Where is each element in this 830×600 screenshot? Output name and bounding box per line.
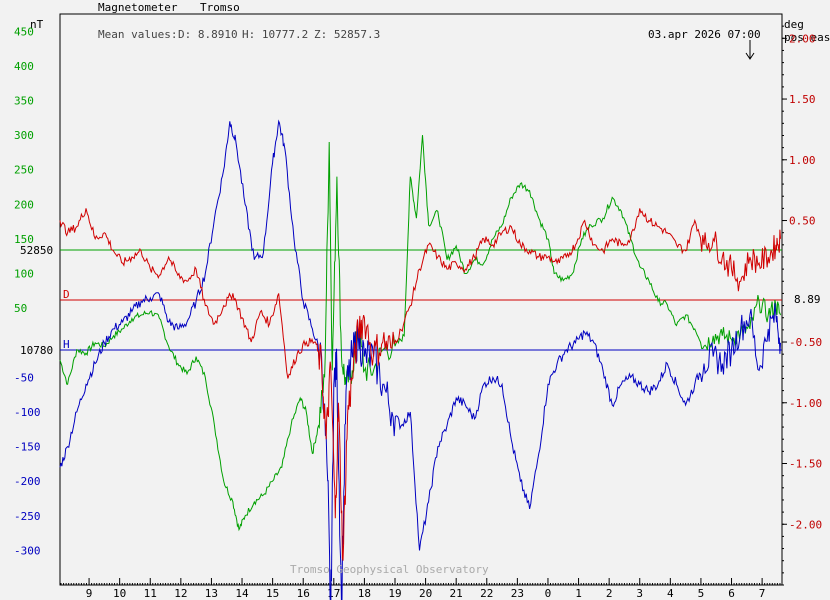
mean-h-value: H: 10777.2	[242, 28, 308, 41]
right-tick-label: -2.00	[789, 518, 822, 531]
now-arrow-icon	[745, 40, 755, 60]
x-tick-label: 16	[297, 587, 310, 600]
left-tick-label-green: 50	[14, 302, 27, 315]
observatory-watermark: Tromso Geophysical Observatory	[290, 563, 489, 576]
left-tick-label-green: 250	[14, 164, 34, 177]
left-tick-label-green: 450	[14, 25, 34, 38]
timestamp-label: 03.apr 2026 07:00	[648, 28, 761, 41]
mean-z-value: Z: 52857.3	[314, 28, 380, 41]
right-tick-label: 0.50	[789, 215, 816, 228]
left-tick-label-green: 350	[14, 95, 34, 108]
x-tick-label: 23	[511, 587, 524, 600]
station-label: Tromso	[200, 1, 240, 14]
x-tick-label: 13	[205, 587, 218, 600]
x-tick-label: 22	[480, 587, 493, 600]
left-tick-label-blue: -300	[14, 544, 41, 557]
instrument-label: Magnetometer	[98, 1, 178, 14]
x-tick-label: 15	[266, 587, 279, 600]
series-line-z	[59, 135, 781, 532]
left-unit-label: nT	[30, 18, 44, 31]
d-marker: D	[63, 288, 70, 301]
right-tick-label: -1.50	[789, 458, 822, 471]
x-tick-label: 2	[606, 587, 613, 600]
x-tick-label: 18	[358, 587, 371, 600]
right-tick-label: -0.50	[789, 336, 822, 349]
right-tick-label: 1.50	[789, 93, 816, 106]
x-tick-label: 1	[575, 587, 582, 600]
mean-values-label: Mean values:	[98, 28, 177, 41]
left-tick-label-blue: -250	[14, 510, 41, 523]
x-tick-label: 0	[545, 587, 552, 600]
h-marker: H	[63, 338, 70, 351]
left-tick-label-green: 400	[14, 60, 34, 73]
right-unit-label-2: pos east	[784, 31, 830, 44]
x-tick-label: 10	[113, 587, 126, 600]
right-unit-label: deg	[784, 18, 804, 31]
left-tick-label-green: 200	[14, 198, 34, 211]
x-tick-label: 12	[174, 587, 187, 600]
left-tick-label-green: 300	[14, 129, 34, 142]
x-tick-label: 14	[235, 587, 249, 600]
left-tick-label-blue: -100	[14, 406, 41, 419]
right-tick-label: 2.00	[789, 32, 816, 45]
x-tick-label: 11	[144, 587, 157, 600]
right-tick-label: 1.00	[789, 154, 816, 167]
left-tick-label-blue: -200	[14, 475, 41, 488]
d-baseline-label: 8.89	[794, 293, 821, 306]
x-tick-label: 17	[327, 587, 340, 600]
right-tick-label: -1.00	[789, 397, 822, 410]
h-baseline-label: 10780	[20, 344, 53, 357]
x-tick-label: 4	[667, 587, 674, 600]
left-tick-label-green: 150	[14, 233, 34, 246]
x-tick-label: 21	[450, 587, 463, 600]
x-tick-label: 20	[419, 587, 432, 600]
x-tick-label: 19	[388, 587, 401, 600]
series-line-d	[59, 208, 781, 561]
x-tick-label: 3	[636, 587, 643, 600]
series-line-h	[59, 119, 781, 600]
x-tick-label: 6	[728, 587, 735, 600]
mean-d-value: D: 8.8910	[178, 28, 238, 41]
left-tick-label-green: 100	[14, 268, 34, 281]
left-tick-label-blue: -50	[14, 371, 34, 384]
x-tick-label: 5	[698, 587, 705, 600]
left-tick-label-blue: -150	[14, 441, 41, 454]
x-tick-label: 9	[86, 587, 93, 600]
x-tick-label: 7	[759, 587, 766, 600]
z-baseline-label: 52850	[20, 244, 53, 257]
